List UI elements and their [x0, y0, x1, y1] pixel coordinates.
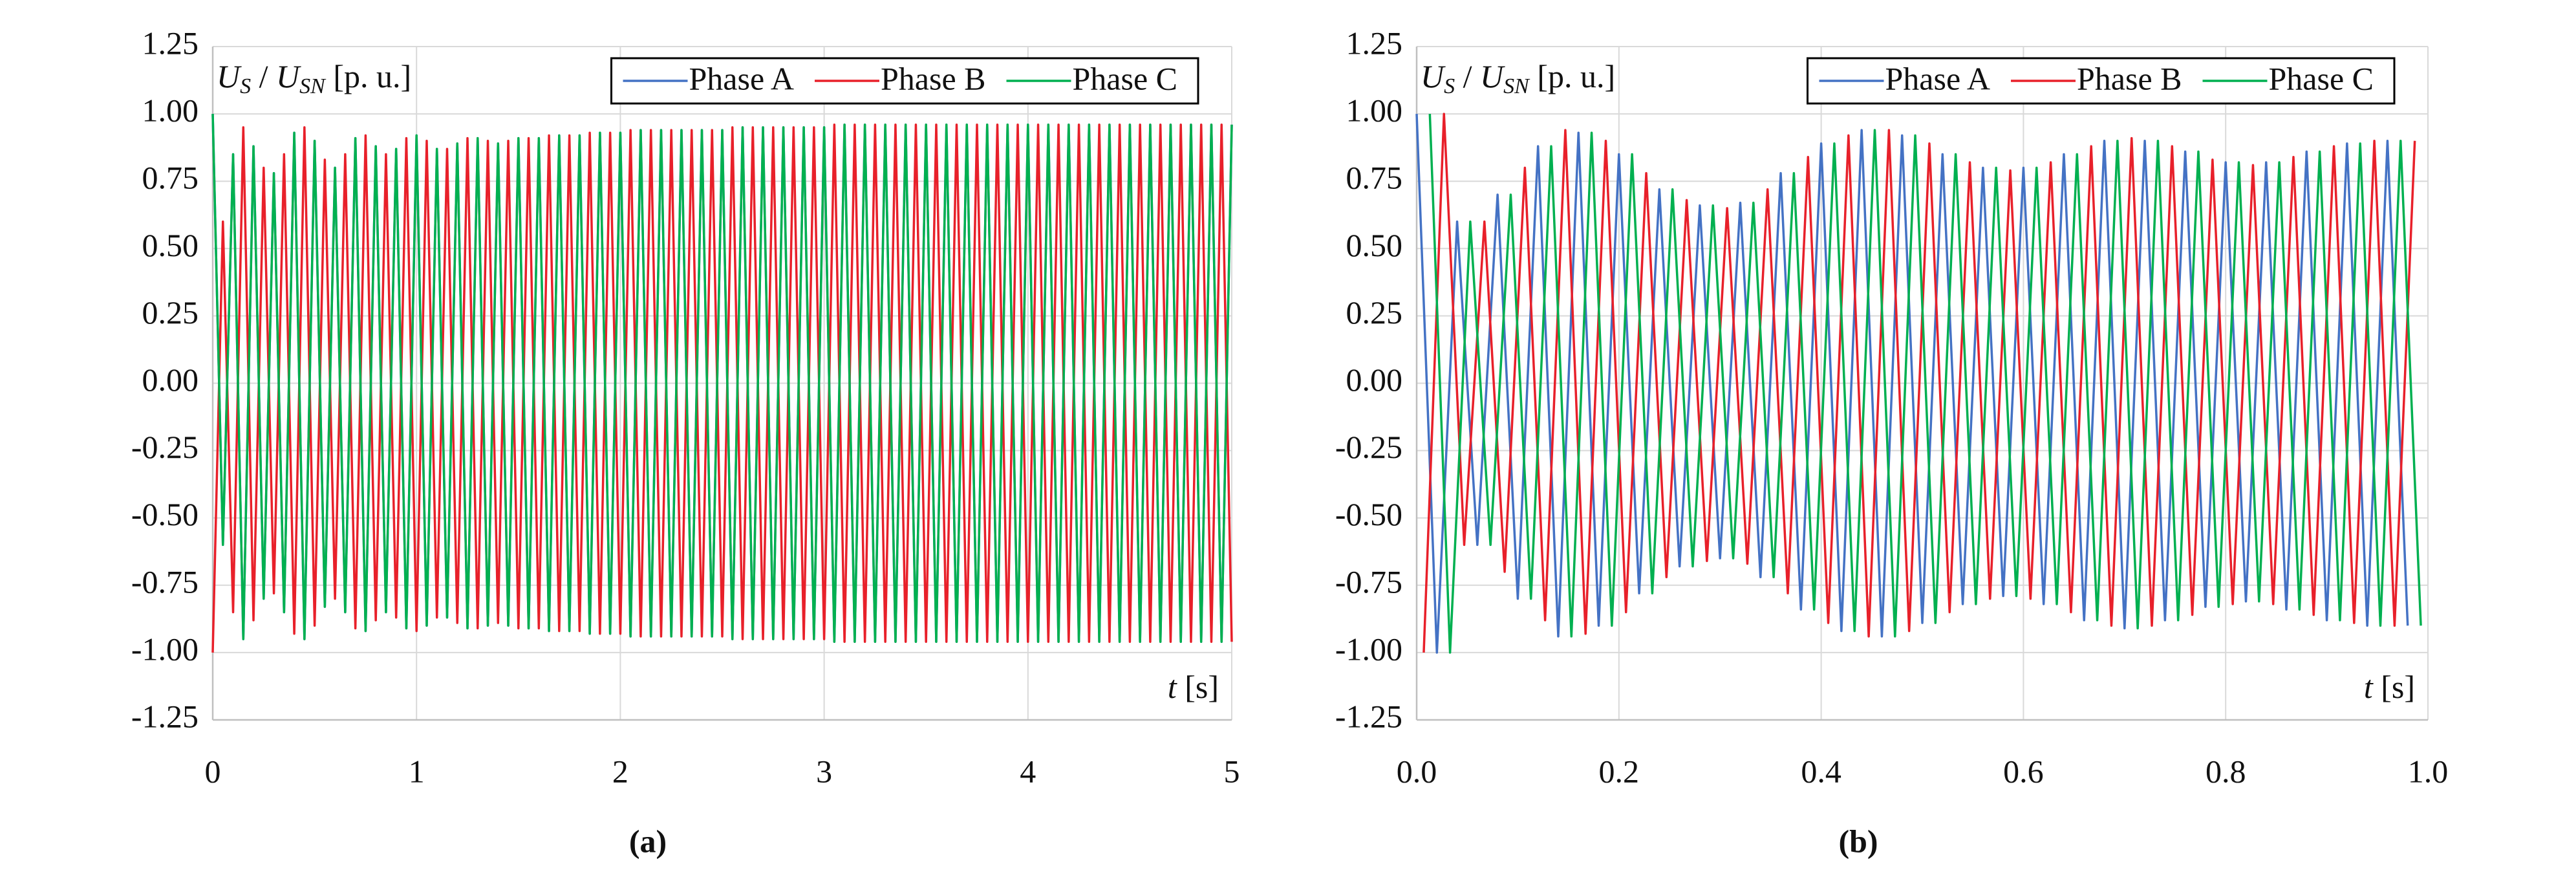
legend-label: Phase B [2077, 60, 2182, 96]
x-tick-label: 0.8 [2206, 753, 2246, 789]
legend-label: Phase A [689, 60, 795, 96]
x-tick-label: 0.2 [1599, 753, 1640, 789]
y-tick-label: 1.25 [142, 25, 199, 61]
x-tick-label: 0 [205, 753, 221, 789]
y-tick-label: 0.50 [1346, 227, 1403, 263]
y-axis-label: US / USN [p. u.] [217, 58, 411, 98]
y-axis-label-part: [p. u.] [1529, 58, 1615, 94]
legend-box [1807, 57, 2396, 105]
y-axis-label: US / USN [p. u.] [1421, 58, 1615, 98]
y-tick-label: 0.75 [1346, 160, 1403, 196]
x-tick-label: 5 [1224, 753, 1240, 789]
y-tick-label: -0.50 [131, 496, 199, 532]
y-tick-label: -1.25 [1335, 698, 1402, 734]
y-axis-label-part: U [217, 58, 242, 94]
series-line [211, 114, 1233, 643]
x-axis-label-part: [s] [1177, 669, 1219, 705]
legend-label: Phase A [1885, 60, 1991, 96]
y-axis-label-part: U [1480, 58, 1505, 94]
y-tick-label: 0.25 [1346, 294, 1403, 331]
x-tick-label: 0.0 [1397, 753, 1437, 789]
legend-box [610, 57, 1199, 105]
plot: -1.25 -1.00 -0.75 -0.50 -0.25 0.00 0.25 0.50 0.7… [131, 25, 1240, 789]
panel-label: (b) [1838, 823, 1878, 859]
y-tick-label: -1.00 [1335, 631, 1402, 667]
x-tick-label: 3 [816, 753, 832, 789]
series-line [211, 114, 1233, 643]
x-axis-label-part: t [1168, 669, 1177, 705]
x-tick-label: 0.4 [1801, 753, 1841, 789]
x-axis-label: t [s] [1168, 669, 1219, 705]
y-axis-label-part: S [240, 74, 251, 98]
y-tick-label: 1.00 [142, 92, 199, 129]
y-tick-label: 0.25 [142, 294, 199, 331]
y-tick-label: 0.00 [1346, 362, 1403, 398]
x-axis-label-part: [s] [2373, 669, 2415, 705]
x-tick-label: 2 [612, 753, 628, 789]
legend-label: Phase C [2269, 60, 2374, 96]
plot: -1.25 -1.00 -0.75 -0.50 -0.25 0.00 0.25 0.50 0.7… [1335, 25, 2448, 789]
legend: Phase A Phase B Phase C [1807, 57, 2396, 105]
y-tick-label: -0.75 [131, 563, 199, 600]
x-axis-label-part: t [2364, 669, 2374, 705]
y-tick-label: -0.50 [1335, 496, 1402, 532]
x-tick-label: 1.0 [2408, 753, 2449, 789]
y-axis-label-part: / [251, 58, 276, 94]
series-line [1428, 114, 2422, 654]
legend: Phase A Phase B Phase C [610, 57, 1199, 105]
y-axis-label-part: U [276, 58, 301, 94]
series-line [211, 124, 1233, 653]
y-axis-label-part: [p. u.] [325, 58, 411, 94]
y-tick-label: 1.00 [1346, 92, 1403, 129]
y-tick-label: -0.25 [131, 429, 199, 465]
y-tick-label: -1.25 [131, 698, 199, 734]
y-axis-label-part: SN [299, 74, 327, 98]
y-tick-label: 1.25 [1346, 25, 1403, 61]
x-tick-label: 4 [1020, 753, 1036, 789]
y-tick-label: -0.25 [1335, 429, 1402, 465]
legend-label: Phase C [1073, 60, 1178, 96]
legend-label: Phase B [881, 60, 986, 96]
panel-label: (a) [629, 823, 667, 859]
y-tick-label: -0.75 [1335, 563, 1402, 600]
y-tick-label: 0.75 [142, 160, 199, 196]
series-line [1422, 113, 2416, 653]
series-line [1415, 114, 2409, 654]
y-axis-label-part: / [1455, 58, 1480, 94]
y-axis-label-part: U [1421, 58, 1446, 94]
y-axis-label-part: SN [1503, 74, 1530, 98]
x-tick-label: 1 [409, 753, 425, 789]
y-axis-label-part: S [1444, 74, 1455, 98]
x-axis-label: t [s] [2364, 669, 2415, 705]
y-tick-label: 0.50 [142, 227, 199, 263]
y-tick-label: 0.00 [142, 362, 199, 398]
x-tick-label: 0.6 [2003, 753, 2044, 789]
y-tick-label: -1.00 [131, 631, 199, 667]
